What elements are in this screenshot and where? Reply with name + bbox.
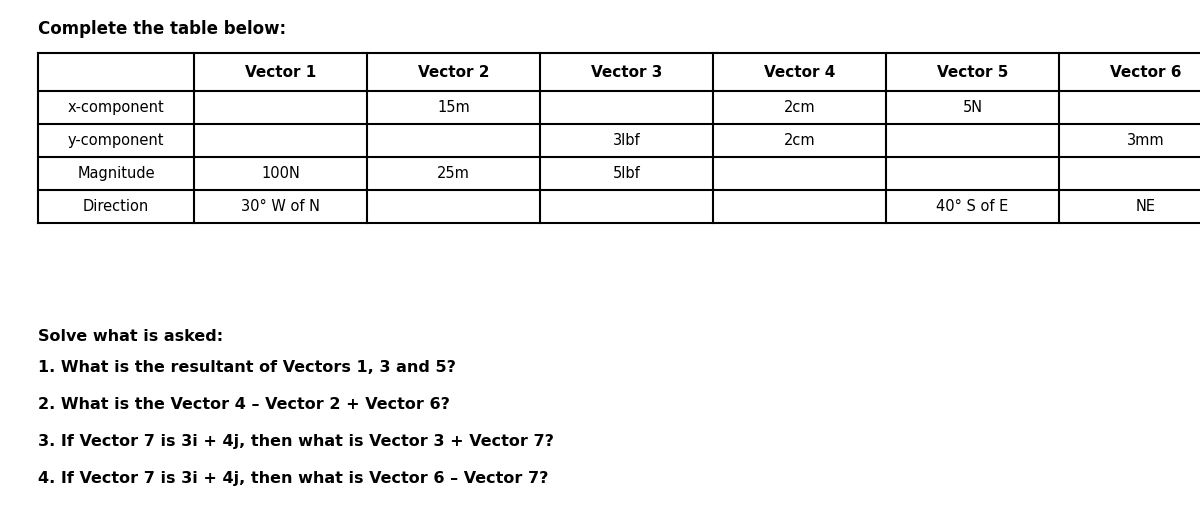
Text: Magnitude: Magnitude xyxy=(77,166,155,181)
Text: Vector 3: Vector 3 xyxy=(590,65,662,79)
Text: 3mm: 3mm xyxy=(1127,133,1164,148)
Text: 2. What is the Vector 4 – Vector 2 + Vector 6?: 2. What is the Vector 4 – Vector 2 + Vec… xyxy=(38,397,450,412)
Text: Vector 6: Vector 6 xyxy=(1110,65,1181,79)
Text: Complete the table below:: Complete the table below: xyxy=(38,20,286,38)
Text: Vector 4: Vector 4 xyxy=(764,65,835,79)
Text: 2cm: 2cm xyxy=(784,133,815,148)
Text: 40° S of E: 40° S of E xyxy=(936,199,1009,214)
Text: 2cm: 2cm xyxy=(784,100,815,115)
Text: y-component: y-component xyxy=(67,133,164,148)
Text: 1. What is the resultant of Vectors 1, 3 and 5?: 1. What is the resultant of Vectors 1, 3… xyxy=(38,360,456,375)
Text: 4. If Vector 7 is 3i + 4j, then what is Vector 6 – Vector 7?: 4. If Vector 7 is 3i + 4j, then what is … xyxy=(38,471,548,486)
Text: Vector 1: Vector 1 xyxy=(245,65,316,79)
Text: Vector 2: Vector 2 xyxy=(418,65,490,79)
Text: 3. If Vector 7 is 3i + 4j, then what is Vector 3 + Vector 7?: 3. If Vector 7 is 3i + 4j, then what is … xyxy=(38,434,554,449)
Text: 25m: 25m xyxy=(437,166,470,181)
Text: Solve what is asked:: Solve what is asked: xyxy=(38,329,223,344)
Text: 3lbf: 3lbf xyxy=(613,133,641,148)
Text: NE: NE xyxy=(1135,199,1156,214)
Text: 15m: 15m xyxy=(437,100,470,115)
Text: Vector 5: Vector 5 xyxy=(937,65,1008,79)
Text: 100N: 100N xyxy=(262,166,300,181)
Text: x-component: x-component xyxy=(67,100,164,115)
Text: 5lbf: 5lbf xyxy=(613,166,641,181)
Text: 30° W of N: 30° W of N xyxy=(241,199,320,214)
Text: Direction: Direction xyxy=(83,199,149,214)
Text: 5N: 5N xyxy=(962,100,983,115)
